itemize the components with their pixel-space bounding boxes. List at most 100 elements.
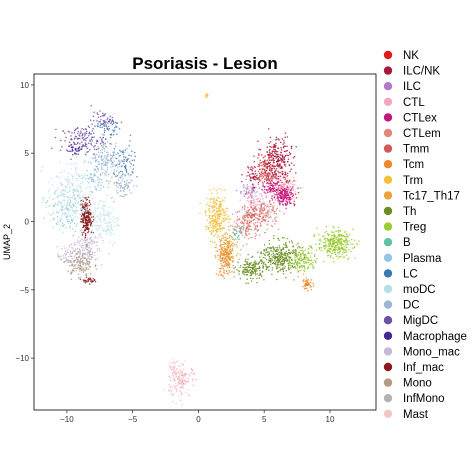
data-point xyxy=(271,197,273,199)
data-point xyxy=(115,125,117,127)
data-point xyxy=(71,175,74,178)
data-point xyxy=(344,235,347,238)
data-point xyxy=(279,269,281,272)
data-point xyxy=(64,190,66,192)
data-point xyxy=(73,205,76,208)
data-point xyxy=(284,165,287,167)
data-point xyxy=(89,190,91,193)
series-infmono xyxy=(70,243,97,276)
data-point xyxy=(272,187,275,189)
data-point xyxy=(250,203,253,205)
data-point xyxy=(243,195,246,197)
data-point xyxy=(222,265,225,268)
data-point xyxy=(100,123,102,125)
data-point xyxy=(298,266,301,268)
data-point xyxy=(48,181,50,183)
data-point xyxy=(61,204,63,207)
data-point xyxy=(282,143,284,145)
data-point xyxy=(99,215,102,217)
data-point xyxy=(121,175,123,177)
data-point xyxy=(112,157,114,159)
data-point xyxy=(68,203,71,205)
data-point xyxy=(292,186,294,188)
data-point xyxy=(179,364,182,367)
data-point xyxy=(213,202,215,204)
data-point xyxy=(260,258,263,261)
data-point xyxy=(231,225,234,228)
data-point xyxy=(286,253,289,255)
data-point xyxy=(128,189,131,191)
data-point xyxy=(283,145,285,148)
data-point xyxy=(275,136,278,139)
data-point xyxy=(80,245,83,248)
data-point xyxy=(191,378,194,380)
data-point xyxy=(181,363,183,365)
data-point xyxy=(210,197,212,200)
data-point xyxy=(279,141,282,144)
data-point xyxy=(171,385,173,387)
data-point xyxy=(276,248,278,251)
data-point xyxy=(78,268,81,270)
data-point xyxy=(254,172,257,175)
data-point xyxy=(254,263,257,266)
data-point xyxy=(215,218,218,220)
data-point xyxy=(302,273,305,275)
data-point xyxy=(315,249,318,251)
data-point xyxy=(297,252,300,254)
data-point xyxy=(42,196,45,198)
data-point xyxy=(71,270,73,272)
data-point xyxy=(93,254,96,256)
data-point xyxy=(40,169,42,172)
data-point xyxy=(303,267,306,270)
data-point xyxy=(104,161,107,164)
data-point xyxy=(275,177,277,179)
data-point xyxy=(88,131,91,134)
data-point xyxy=(295,244,298,246)
data-point xyxy=(269,182,272,184)
data-point xyxy=(108,212,110,215)
data-point xyxy=(171,358,174,360)
data-point xyxy=(74,147,77,150)
data-point xyxy=(72,247,74,250)
data-point xyxy=(100,138,103,141)
data-point xyxy=(252,214,255,216)
data-point xyxy=(279,262,282,264)
data-point xyxy=(265,258,268,261)
legend-item: Mono xyxy=(383,378,432,390)
data-point xyxy=(307,247,310,250)
data-point xyxy=(114,221,116,224)
data-point xyxy=(60,171,63,174)
data-point xyxy=(246,213,249,216)
data-point xyxy=(328,245,331,247)
data-point xyxy=(65,136,67,139)
data-point xyxy=(274,194,276,196)
data-point xyxy=(276,278,278,281)
legend-item: Tcm xyxy=(383,159,424,171)
data-point xyxy=(280,257,282,260)
data-point xyxy=(103,205,106,207)
data-point xyxy=(192,380,194,382)
data-point xyxy=(351,247,354,249)
data-point xyxy=(281,197,283,200)
data-point xyxy=(212,219,215,221)
data-point xyxy=(87,228,89,231)
data-point xyxy=(111,224,113,227)
data-point xyxy=(228,249,231,252)
legend-item: Tmm xyxy=(383,144,429,156)
data-point xyxy=(67,249,69,251)
data-point xyxy=(82,263,84,266)
data-point xyxy=(82,270,84,272)
data-point xyxy=(72,210,74,212)
data-point xyxy=(276,151,279,153)
data-point xyxy=(302,250,305,252)
data-point xyxy=(91,178,93,181)
data-point xyxy=(345,254,348,257)
data-point xyxy=(337,255,339,257)
data-point xyxy=(218,203,221,205)
data-point xyxy=(204,212,207,214)
data-point xyxy=(307,259,310,261)
data-point xyxy=(99,189,101,192)
data-point xyxy=(269,154,271,157)
data-point xyxy=(92,231,94,234)
data-point xyxy=(65,257,67,259)
